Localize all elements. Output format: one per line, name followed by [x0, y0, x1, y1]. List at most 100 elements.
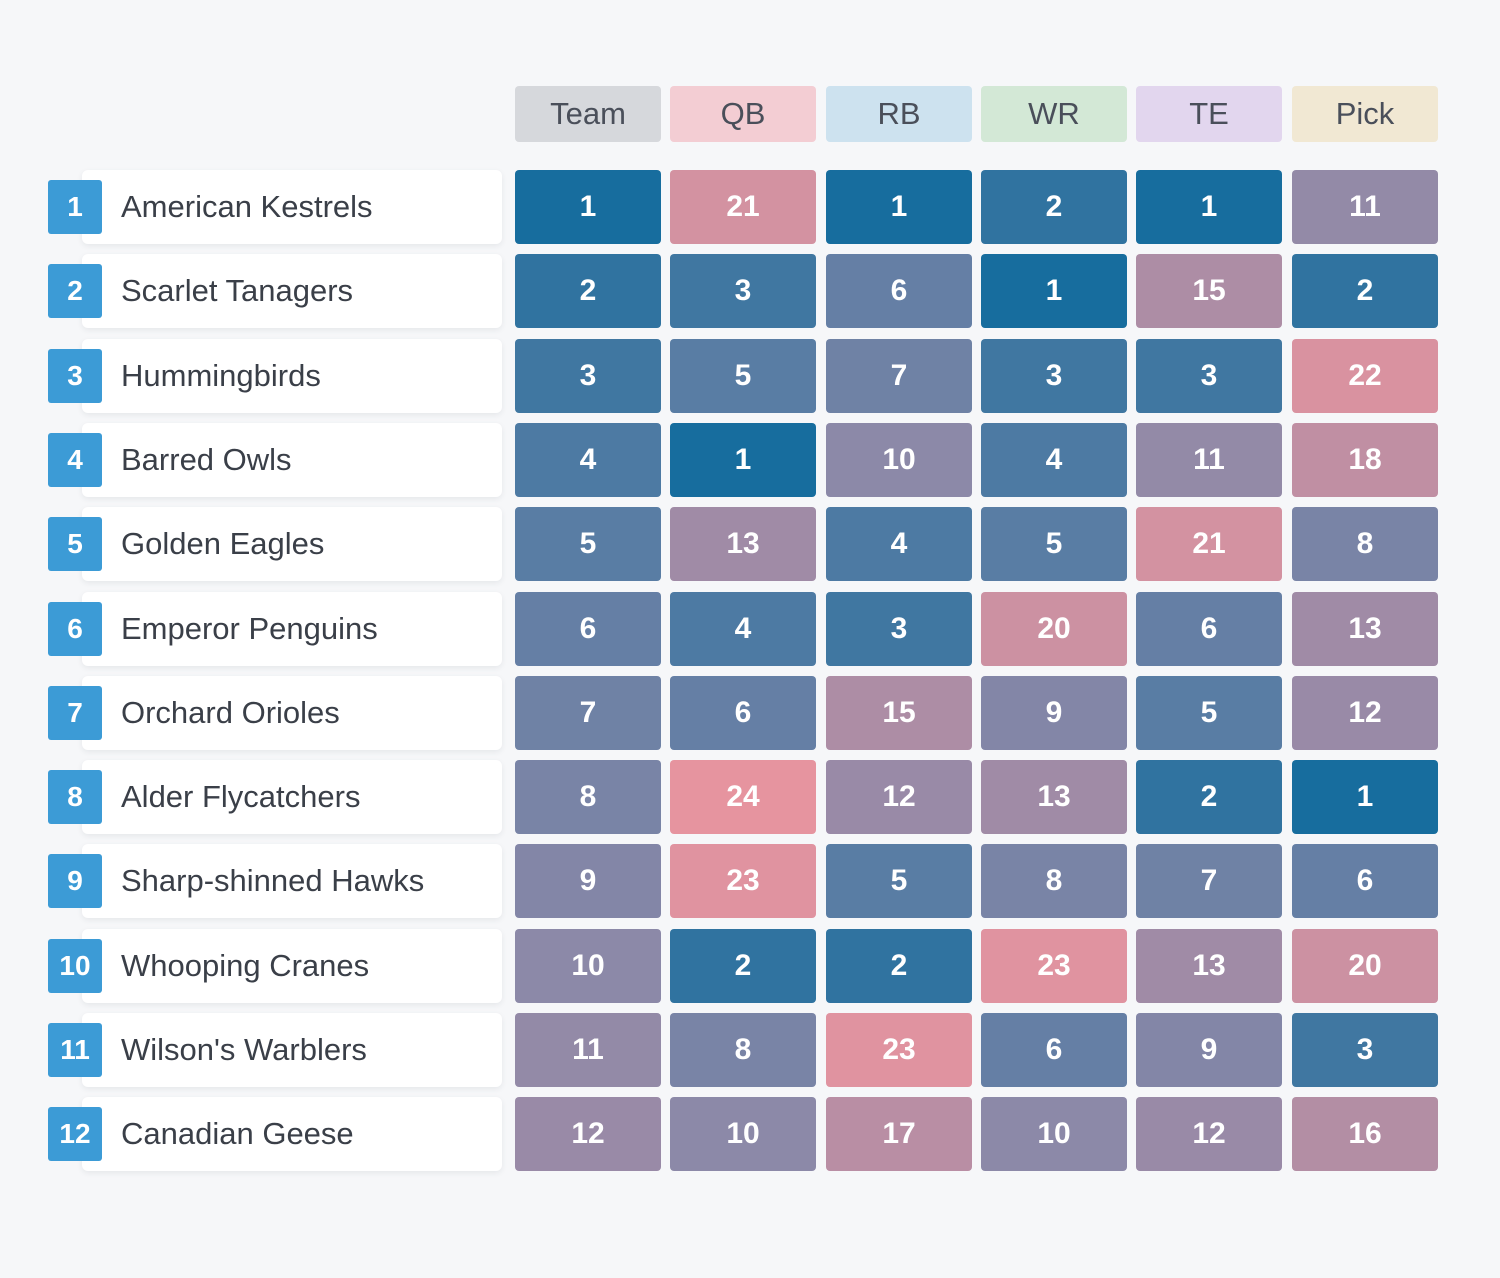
team-name: Orchard Orioles — [121, 695, 340, 730]
team-name: Hummingbirds — [121, 358, 321, 393]
column-header-team: Team — [515, 86, 661, 142]
cell-wr: 8 — [981, 844, 1127, 918]
cell-rb: 4 — [826, 507, 972, 581]
cell-qb: 1 — [670, 423, 816, 497]
cell-pick: 6 — [1292, 844, 1438, 918]
column-header-rb: RB — [826, 86, 972, 142]
cell-te: 3 — [1136, 339, 1282, 413]
rank-badge: 11 — [48, 1023, 102, 1077]
cell-pick: 2 — [1292, 254, 1438, 328]
cell-rb: 17 — [826, 1097, 972, 1171]
team-row-label: 1 American Kestrels — [48, 170, 502, 244]
rank-badge: 9 — [48, 854, 102, 908]
cell-team: 6 — [515, 592, 661, 666]
team-row-label: 6 Emperor Penguins — [48, 592, 502, 666]
cell-wr: 5 — [981, 507, 1127, 581]
team-card — [82, 929, 502, 1003]
cell-te: 7 — [1136, 844, 1282, 918]
cell-qb: 10 — [670, 1097, 816, 1171]
team-row-label: 8 Alder Flycatchers — [48, 760, 502, 834]
cell-te: 5 — [1136, 676, 1282, 750]
cell-pick: 11 — [1292, 170, 1438, 244]
cell-te: 15 — [1136, 254, 1282, 328]
team-name: Barred Owls — [121, 442, 292, 477]
cell-team: 7 — [515, 676, 661, 750]
cell-wr: 2 — [981, 170, 1127, 244]
cell-team: 4 — [515, 423, 661, 497]
cell-team: 9 — [515, 844, 661, 918]
rank-badge: 4 — [48, 433, 102, 487]
team-card — [82, 676, 502, 750]
team-card — [82, 170, 502, 244]
team-name: Wilson's Warblers — [121, 1032, 367, 1067]
cell-team: 2 — [515, 254, 661, 328]
cell-te: 12 — [1136, 1097, 1282, 1171]
cell-wr: 9 — [981, 676, 1127, 750]
team-name: Canadian Geese — [121, 1116, 354, 1151]
rank-badge: 8 — [48, 770, 102, 824]
cell-te: 9 — [1136, 1013, 1282, 1087]
team-row-label: 12 Canadian Geese — [48, 1097, 502, 1171]
team-row-label: 5 Golden Eagles — [48, 507, 502, 581]
cell-team: 10 — [515, 929, 661, 1003]
column-header-wr: WR — [981, 86, 1127, 142]
cell-wr: 4 — [981, 423, 1127, 497]
column-header-qb: QB — [670, 86, 816, 142]
rank-badge: 7 — [48, 686, 102, 740]
cell-pick: 13 — [1292, 592, 1438, 666]
rank-badge: 2 — [48, 264, 102, 318]
cell-rb: 1 — [826, 170, 972, 244]
team-card — [82, 760, 502, 834]
team-row-label: 7 Orchard Orioles — [48, 676, 502, 750]
team-row-label: 11 Wilson's Warblers — [48, 1013, 502, 1087]
team-card — [82, 339, 502, 413]
cell-wr: 23 — [981, 929, 1127, 1003]
cell-te: 2 — [1136, 760, 1282, 834]
cell-rb: 6 — [826, 254, 972, 328]
cell-wr: 1 — [981, 254, 1127, 328]
cell-qb: 5 — [670, 339, 816, 413]
team-card — [82, 254, 502, 328]
cell-wr: 6 — [981, 1013, 1127, 1087]
cell-qb: 23 — [670, 844, 816, 918]
team-name: Golden Eagles — [121, 526, 325, 561]
rank-badge: 3 — [48, 349, 102, 403]
team-name: Whooping Cranes — [121, 948, 370, 983]
team-card — [82, 1097, 502, 1171]
cell-te: 11 — [1136, 423, 1282, 497]
team-name: American Kestrels — [121, 189, 373, 224]
column-header-te: TE — [1136, 86, 1282, 142]
cell-qb: 2 — [670, 929, 816, 1003]
cell-team: 12 — [515, 1097, 661, 1171]
rank-badge: 5 — [48, 517, 102, 571]
cell-qb: 3 — [670, 254, 816, 328]
rank-badge: 12 — [48, 1107, 102, 1161]
cell-te: 1 — [1136, 170, 1282, 244]
cell-pick: 1 — [1292, 760, 1438, 834]
cell-pick: 12 — [1292, 676, 1438, 750]
rank-badge: 6 — [48, 602, 102, 656]
team-row-label: 4 Barred Owls — [48, 423, 502, 497]
cell-team: 11 — [515, 1013, 661, 1087]
team-name: Sharp-shinned Hawks — [121, 863, 425, 898]
cell-te: 13 — [1136, 929, 1282, 1003]
team-row-label: 10 Whooping Cranes — [48, 929, 502, 1003]
cell-pick: 18 — [1292, 423, 1438, 497]
cell-qb: 8 — [670, 1013, 816, 1087]
cell-qb: 6 — [670, 676, 816, 750]
cell-wr: 10 — [981, 1097, 1127, 1171]
team-card — [82, 844, 502, 918]
cell-rb: 15 — [826, 676, 972, 750]
cell-team: 3 — [515, 339, 661, 413]
cell-wr: 13 — [981, 760, 1127, 834]
cell-rb: 7 — [826, 339, 972, 413]
team-row-label: 9 Sharp-shinned Hawks — [48, 844, 502, 918]
cell-rb: 10 — [826, 423, 972, 497]
cell-qb: 24 — [670, 760, 816, 834]
team-card — [82, 1013, 502, 1087]
cell-qb: 13 — [670, 507, 816, 581]
cell-pick: 8 — [1292, 507, 1438, 581]
column-header-pick: Pick — [1292, 86, 1438, 142]
team-card — [82, 507, 502, 581]
